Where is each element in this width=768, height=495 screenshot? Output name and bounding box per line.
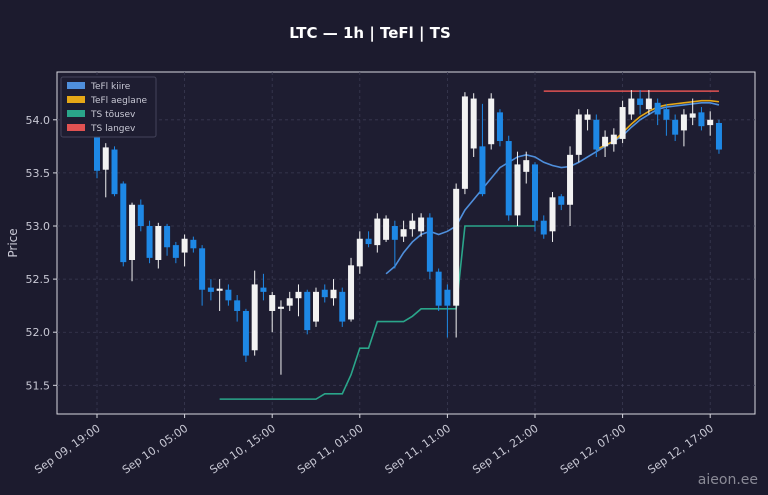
candle-body <box>251 284 258 351</box>
candle-body <box>645 98 652 110</box>
candle-body <box>698 112 705 127</box>
y-tick-label: 51.5 <box>26 379 51 392</box>
candle-body <box>444 289 451 306</box>
candle-body <box>313 291 319 322</box>
candle-body <box>339 291 346 322</box>
y-tick-label: 52.0 <box>26 326 51 339</box>
candle-body <box>137 204 144 227</box>
candle-body <box>715 122 722 150</box>
candle-body <box>514 164 521 216</box>
legend-label: TS langev <box>90 124 136 134</box>
candle-body <box>575 114 582 155</box>
candle-body <box>216 288 223 291</box>
legend-box <box>60 76 157 138</box>
candle-body <box>523 160 530 172</box>
candle-body <box>558 196 565 205</box>
candle-body <box>129 204 136 260</box>
candle-body <box>663 109 670 120</box>
legend-label: TeFl aeglane <box>90 96 148 106</box>
y-tick-label: 53.0 <box>26 220 51 233</box>
candle-body <box>391 226 398 240</box>
legend-label: TS tõusev <box>90 110 136 120</box>
indicator-line <box>219 225 535 400</box>
y-tick-label: 53.5 <box>26 167 51 180</box>
candle-body <box>628 98 635 115</box>
candle-body <box>418 217 425 232</box>
candle-body <box>295 291 302 299</box>
candle-body <box>505 141 512 216</box>
candle-body <box>532 164 538 221</box>
candle-body <box>435 271 442 306</box>
candle-body <box>304 291 311 331</box>
candle-body <box>619 107 626 139</box>
candle-body <box>637 98 644 105</box>
candle-body <box>383 218 390 240</box>
candle-body <box>409 220 416 230</box>
candle-body <box>242 310 249 356</box>
candle-body <box>584 114 591 120</box>
legend-swatch <box>67 110 85 117</box>
candle-body <box>374 218 381 246</box>
candle-body <box>348 265 355 320</box>
indicator-line <box>385 102 720 275</box>
plot-area <box>56 71 756 415</box>
candle-body <box>321 289 328 298</box>
chart-title: LTC — 1h | TeFl | TS <box>289 24 451 43</box>
candle-body <box>540 220 547 235</box>
candle-body <box>356 238 363 267</box>
candle-body <box>234 300 241 311</box>
candle-body <box>680 114 687 131</box>
legend-swatch <box>67 82 85 89</box>
legend-label: TeFl kiire <box>90 82 131 92</box>
candle-body <box>172 245 179 258</box>
candle-body <box>190 239 197 249</box>
candle-body <box>225 289 232 301</box>
candle-body <box>120 183 127 263</box>
candle-body <box>365 238 372 245</box>
y-axis-label: Price <box>6 228 20 257</box>
candle-body <box>155 226 162 260</box>
candle-body <box>286 298 293 306</box>
candle-body <box>593 119 600 150</box>
candle-body <box>479 146 486 195</box>
candle-body <box>277 306 284 309</box>
candle-body <box>453 188 460 306</box>
candle-body <box>207 287 214 292</box>
candle-body <box>567 154 574 205</box>
candle-body <box>488 98 495 145</box>
candle-body <box>400 229 407 237</box>
candle-body <box>146 226 153 258</box>
candle-body <box>269 295 276 311</box>
candle-body <box>426 217 433 272</box>
candle-body <box>689 113 696 118</box>
legend-swatch <box>67 96 85 103</box>
y-tick-label: 52.5 <box>26 273 51 286</box>
candle-body <box>707 119 714 126</box>
candle-body <box>461 96 468 189</box>
legend-swatch <box>67 124 85 131</box>
candle-body <box>654 102 661 115</box>
candle-body <box>164 226 171 248</box>
candle-body <box>181 238 188 253</box>
candle-body <box>549 197 556 232</box>
candle-body <box>199 248 206 290</box>
candle-body <box>94 135 100 171</box>
y-tick-label: 54.0 <box>26 114 51 127</box>
candle-body <box>610 134 617 145</box>
candle-body <box>602 136 609 147</box>
candle-body <box>111 149 118 195</box>
candle-body <box>672 119 679 135</box>
candle-body <box>496 112 503 142</box>
watermark: aieon.ee <box>698 472 758 488</box>
candle-body <box>470 98 477 149</box>
candle-body <box>330 289 337 299</box>
candle-body <box>102 147 109 170</box>
candle-body <box>260 287 267 292</box>
